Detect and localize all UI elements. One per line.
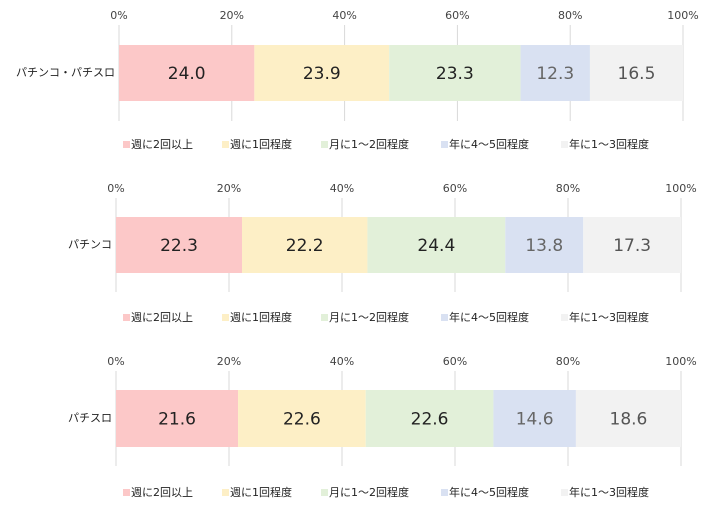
bar-segment (238, 390, 366, 447)
data-label: 12.3 (536, 64, 574, 84)
data-label: 23.9 (303, 64, 341, 84)
x-tick-label: 60% (443, 182, 467, 195)
data-label: 22.6 (283, 410, 321, 430)
category-label: パチンコ・パチスロ (16, 66, 115, 79)
bar-segment (575, 390, 681, 447)
legend-label: 年に4～5回程度 (449, 137, 529, 151)
x-tick-label: 80% (558, 9, 582, 22)
legend-label: 週に1回程度 (230, 485, 292, 499)
x-tick-label: 20% (217, 355, 241, 368)
legend-swatch (321, 141, 328, 148)
x-tick-label: 100% (667, 9, 698, 22)
bar-segment (589, 45, 683, 101)
bar-segment (583, 217, 681, 273)
legend-label: 年に1～3回程度 (569, 310, 649, 324)
legend-swatch (441, 489, 448, 496)
data-label: 21.6 (158, 410, 196, 430)
data-label: 18.6 (610, 410, 648, 430)
category-label: パチスロ (68, 412, 112, 425)
legend-label: 週に1回程度 (230, 137, 292, 151)
legend-swatch (321, 489, 328, 496)
legend-swatch (441, 314, 448, 321)
legend-swatch (123, 141, 130, 148)
legend-swatch (321, 314, 328, 321)
x-tick-label: 20% (220, 9, 244, 22)
legend-label: 月に1～2回程度 (329, 137, 409, 151)
x-tick-label: 100% (665, 182, 696, 195)
legend-label: 年に1～3回程度 (569, 137, 649, 151)
legend-label: 週に2回以上 (131, 486, 193, 499)
legend-swatch (441, 141, 448, 148)
legend-label: 年に1～3回程度 (569, 485, 649, 499)
legend-swatch (222, 141, 229, 148)
data-label: 16.5 (618, 64, 656, 84)
data-label: 17.3 (613, 236, 651, 256)
legend-swatch (222, 314, 229, 321)
legend-label: 月に1～2回程度 (329, 485, 409, 499)
data-label: 13.8 (525, 236, 563, 256)
legend-label: 月に1～2回程度 (329, 310, 409, 324)
bar-segment (493, 390, 576, 447)
bar-segment (505, 217, 584, 273)
data-label: 14.6 (516, 410, 554, 430)
x-tick-label: 60% (443, 355, 467, 368)
legend-swatch (222, 489, 229, 496)
legend-label: 週に1回程度 (230, 310, 292, 324)
x-tick-label: 40% (332, 9, 356, 22)
x-tick-label: 20% (217, 182, 241, 195)
bar-segment (365, 390, 494, 447)
data-label: 24.0 (168, 64, 206, 84)
x-tick-label: 100% (665, 355, 696, 368)
x-tick-label: 0% (107, 182, 124, 195)
bar-segment (116, 390, 239, 447)
bar-segment (241, 217, 368, 273)
x-tick-label: 80% (556, 355, 580, 368)
x-tick-label: 60% (445, 9, 469, 22)
legend-swatch (123, 489, 130, 496)
legend-swatch (123, 314, 130, 321)
bar-segment (119, 45, 255, 101)
legend-label: 週に2回以上 (131, 311, 193, 324)
data-label: 24.4 (417, 236, 455, 256)
bar-segment (520, 45, 590, 101)
legend-label: 週に2回以上 (131, 138, 193, 151)
x-tick-label: 0% (107, 355, 124, 368)
bar-segment (116, 217, 242, 273)
data-label: 23.3 (436, 64, 474, 84)
bar-segment (254, 45, 390, 101)
x-tick-label: 40% (330, 182, 354, 195)
data-label: 22.6 (411, 410, 449, 430)
bar-segment (367, 217, 506, 273)
data-label: 22.2 (286, 236, 324, 256)
x-tick-label: 80% (556, 182, 580, 195)
data-label: 22.3 (160, 236, 198, 256)
legend-label: 年に4～5回程度 (449, 485, 529, 499)
category-label: パチンコ (68, 238, 112, 251)
bar-segment (389, 45, 521, 101)
x-tick-label: 40% (330, 355, 354, 368)
legend-swatch (561, 141, 568, 148)
x-tick-label: 0% (110, 9, 127, 22)
legend-swatch (561, 489, 568, 496)
legend-label: 年に4～5回程度 (449, 310, 529, 324)
legend-swatch (561, 314, 568, 321)
